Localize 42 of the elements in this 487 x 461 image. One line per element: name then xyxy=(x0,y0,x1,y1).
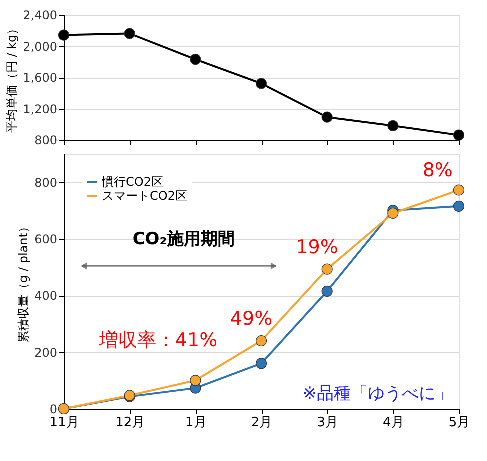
point xyxy=(124,28,136,40)
y-tick-label: 2,000 xyxy=(23,40,58,54)
annotation: 増収率：41% xyxy=(98,330,218,352)
point xyxy=(58,30,70,41)
point xyxy=(190,54,202,66)
point xyxy=(256,335,268,347)
y-tick-label: 1,200 xyxy=(23,102,58,116)
x-tick-label: 3月 xyxy=(317,416,338,430)
point xyxy=(388,120,399,132)
x-tick-label: 5月 xyxy=(448,416,470,430)
y-tick-label: 2,400 xyxy=(23,8,58,22)
x-tick-label: 11月 xyxy=(50,416,80,430)
point xyxy=(256,358,268,370)
legend-label: 慣行CO2区 xyxy=(101,175,164,189)
x-tick-label: 1月 xyxy=(186,416,207,430)
x-tick-label: 12月 xyxy=(116,416,146,430)
point xyxy=(453,184,465,196)
y-tick-label: 400 xyxy=(34,289,58,304)
y-tick-label: 800 xyxy=(34,176,58,190)
annotation: 8% xyxy=(422,159,453,182)
x-tick-label: 4月 xyxy=(383,416,404,430)
annotation: CO₂施用期間 xyxy=(132,229,236,250)
y-tick-label: 1,600 xyxy=(23,71,58,85)
y-tick-label: 800 xyxy=(34,134,58,148)
legend-label: スマートCO2区 xyxy=(102,189,188,203)
point xyxy=(388,208,399,220)
point xyxy=(453,130,465,141)
y-axis-title: 累積収量（g / plant） xyxy=(16,221,31,343)
y-axis-title: 平均単価（円 / kg） xyxy=(5,22,20,134)
point xyxy=(322,264,333,275)
point xyxy=(453,200,465,212)
point xyxy=(322,112,333,123)
annotation: 49% xyxy=(230,308,273,330)
annotation: ※品種「ゆうべに」 xyxy=(302,384,453,404)
x-tick-label: 2月 xyxy=(251,416,273,430)
y-tick-label: 0 xyxy=(50,402,58,416)
point xyxy=(322,286,333,297)
y-tick-label: 200 xyxy=(34,346,58,360)
annotation: 19% xyxy=(296,236,338,258)
point xyxy=(256,78,268,90)
point xyxy=(190,375,202,386)
y-tick-label: 600 xyxy=(34,232,58,246)
